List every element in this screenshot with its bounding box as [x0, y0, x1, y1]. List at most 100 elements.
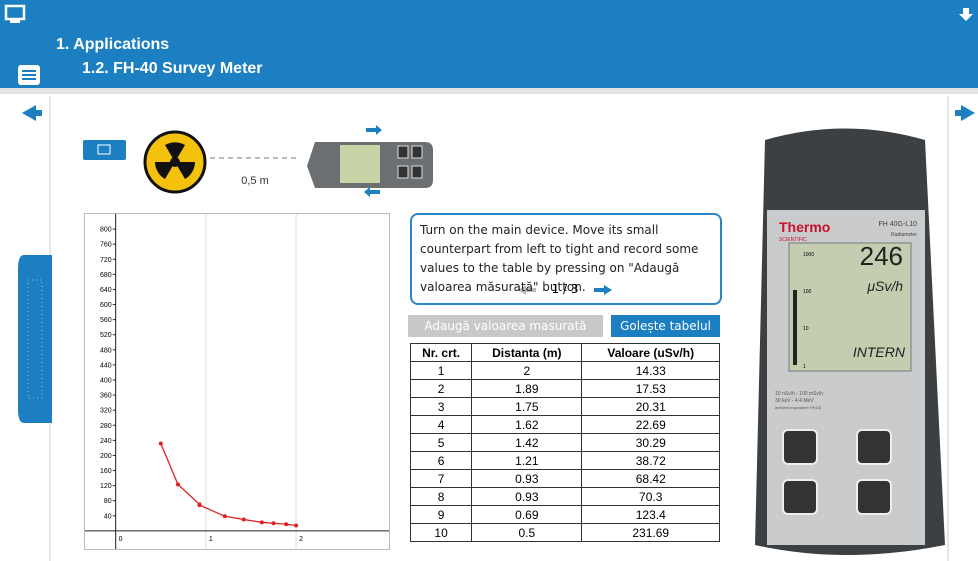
data-point [223, 514, 227, 518]
table-row: 1214.33 [411, 362, 720, 380]
y-tick-label: 520 [100, 332, 112, 339]
table-cell: 123.4 [582, 506, 720, 524]
x-tick-label: 0 [119, 536, 123, 543]
table-cell: 68.42 [582, 470, 720, 488]
table-cell: 1.42 [472, 434, 582, 452]
table-cell: 6 [411, 452, 472, 470]
table-cell: 1.75 [472, 398, 582, 416]
side-tab[interactable] [18, 255, 52, 423]
download-icon[interactable] [959, 8, 973, 21]
device-brand-sub: SCIENTIFIC [779, 237, 807, 243]
sound-button[interactable] [857, 480, 891, 514]
table-cell: 2 [411, 380, 472, 398]
book-button[interactable] [83, 140, 126, 160]
clear-button[interactable]: Golește tabelul [611, 315, 720, 337]
data-line [161, 443, 296, 525]
y-tick-label: 200 [100, 453, 112, 460]
light-button[interactable] [857, 430, 891, 464]
header-subtitle: 1.2. FH-40 Survey Meter [82, 60, 263, 78]
table-cell: 3 [411, 398, 472, 416]
table-cell: 0.93 [472, 470, 582, 488]
table-cell: 1.62 [472, 416, 582, 434]
table-cell: 22.69 [582, 416, 720, 434]
table-cell: 8 [411, 488, 472, 506]
add-button[interactable]: Adaugă valoarea masurată [408, 315, 603, 337]
header-title: 1. Applications [56, 36, 169, 54]
move-right-arrow[interactable] [366, 125, 382, 135]
y-tick-label: 480 [100, 347, 112, 354]
move-left-arrow[interactable] [364, 187, 380, 197]
y-tick-label: 760 [100, 242, 112, 249]
table-cell: 0.69 [472, 506, 582, 524]
y-tick-label: 800 [100, 227, 112, 234]
y-tick-label: 320 [100, 408, 112, 415]
y-tick-label: 360 [100, 393, 112, 400]
device-brand: Thermo [779, 219, 830, 235]
table-cell: 7 [411, 470, 472, 488]
table-header: Valoare (uSv/h) [582, 344, 720, 362]
device-model-sub: Radiameter [891, 232, 917, 238]
table-cell: 10 [411, 524, 472, 542]
table-cell: 2 [472, 362, 582, 380]
device-scale: 1000 [803, 252, 814, 258]
table-row: Nr. crt.Distanta (m)Valoare (uSv/h) [411, 344, 720, 362]
power-button[interactable] [783, 430, 817, 464]
table-cell: 0.93 [472, 488, 582, 506]
desktop-icon-base [10, 20, 20, 23]
data-point [260, 520, 264, 524]
data-point [198, 502, 202, 506]
data-point [272, 521, 276, 525]
device-spec: 30 keV - 4.4 MeV [775, 398, 814, 404]
data-point [242, 517, 246, 521]
y-tick-label: 120 [100, 483, 112, 490]
table-cell: 1.21 [472, 452, 582, 470]
table-row: 41.6222.69 [411, 416, 720, 434]
device-spec: 10 nSv/h - 100 mSv/h [775, 391, 823, 397]
y-tick-label: 280 [100, 423, 112, 430]
table-cell: 30.29 [582, 434, 720, 452]
data-point [294, 523, 298, 527]
device-spec: ambient equivalent H*(10) [775, 405, 822, 410]
x-tick-label: 2 [299, 536, 303, 543]
table-cell: 1 [411, 362, 472, 380]
table-cell: 38.72 [582, 452, 720, 470]
next-arrow[interactable] [955, 105, 975, 121]
desktop-icon[interactable] [6, 6, 24, 19]
device-scale: 1 [803, 364, 806, 370]
small-device-screen [340, 145, 380, 183]
device-mode: INTERN [853, 344, 906, 360]
table-cell: 231.69 [582, 524, 720, 542]
y-tick-label: 80 [104, 498, 112, 505]
down-button[interactable] [783, 480, 817, 514]
y-tick-label: 40 [104, 513, 112, 520]
y-tick-label: 560 [100, 317, 112, 324]
table-cell: 70.3 [582, 488, 720, 506]
prev-arrow[interactable] [22, 105, 42, 121]
table-cell: 0.5 [472, 524, 582, 542]
page: 0,5 m 1. Applications 1.2. FH-40 Survey … [0, 0, 978, 561]
table-cell: 5 [411, 434, 472, 452]
device-scale: 100 [803, 289, 812, 295]
instructions-page: 1 / 3 [540, 282, 590, 296]
y-tick-label: 440 [100, 362, 112, 369]
table-cell: 9 [411, 506, 472, 524]
y-tick-label: 640 [100, 287, 112, 294]
data-point [176, 482, 180, 486]
device-scale: 10 [803, 326, 809, 332]
device-reading: 246 [860, 241, 903, 271]
device-model: FH 40G-L10 [878, 221, 917, 228]
table-row: 61.2138.72 [411, 452, 720, 470]
table-header: Distanta (m) [472, 344, 582, 362]
table-cell: 17.53 [582, 380, 720, 398]
data-point [284, 522, 288, 526]
table-cell: 14.33 [582, 362, 720, 380]
y-tick-label: 680 [100, 272, 112, 279]
x-tick-label: 1 [209, 536, 213, 543]
device-unit: μSv/h [866, 278, 903, 294]
y-tick-label: 400 [100, 377, 112, 384]
